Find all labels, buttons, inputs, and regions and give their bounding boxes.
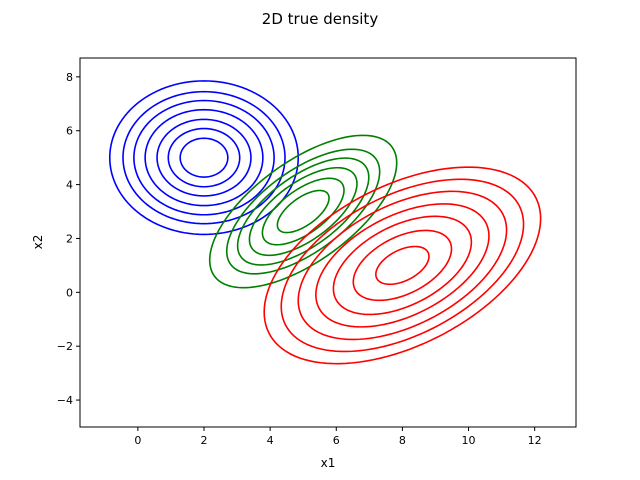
contour-line [263, 166, 542, 365]
contour-line [352, 229, 453, 302]
contour-layer [108, 80, 542, 365]
contour-line [144, 108, 264, 207]
y-tick-label: −4 [57, 394, 73, 407]
y-tick-label: 0 [66, 286, 73, 299]
x-tick-label: 6 [333, 434, 340, 447]
contour-line [236, 157, 370, 266]
contour-line [315, 203, 490, 328]
contour-line [276, 189, 330, 234]
y-tick-label: 8 [66, 71, 73, 84]
contour-line [133, 99, 275, 216]
contour-line [248, 166, 358, 257]
y-tick-label: −2 [57, 340, 73, 353]
y-tick-label: 6 [66, 125, 73, 138]
x-tick-label: 12 [528, 434, 542, 447]
contour-line [167, 127, 241, 188]
x-axis-label: x1 [321, 456, 336, 470]
y-axis-label: x2 [31, 235, 45, 250]
y-axis-ticks: −4 −2 0 2 4 6 8 [57, 71, 80, 407]
plot-frame [79, 57, 577, 428]
contour-line [332, 215, 473, 316]
x-tick-label: 8 [399, 434, 406, 447]
contour-line [375, 245, 430, 286]
contour-line [261, 177, 345, 246]
chart-title: 2D true density [262, 10, 379, 28]
contour-line [156, 118, 252, 197]
x-axis-ticks: 0 2 4 6 8 10 12 [134, 427, 542, 447]
contour-line [208, 134, 398, 289]
y-tick-label: 2 [66, 232, 73, 245]
contour-group-1 [108, 80, 300, 236]
contour-line [108, 80, 300, 236]
contour-line [280, 178, 525, 353]
contour-line [122, 90, 286, 225]
contour-line [297, 190, 508, 341]
x-tick-label: 0 [134, 434, 141, 447]
x-tick-label: 4 [267, 434, 274, 447]
x-tick-label: 2 [201, 434, 208, 447]
x-tick-label: 10 [462, 434, 476, 447]
contour-line [179, 137, 229, 178]
y-tick-label: 4 [66, 179, 73, 192]
contour-group-3 [263, 166, 542, 365]
